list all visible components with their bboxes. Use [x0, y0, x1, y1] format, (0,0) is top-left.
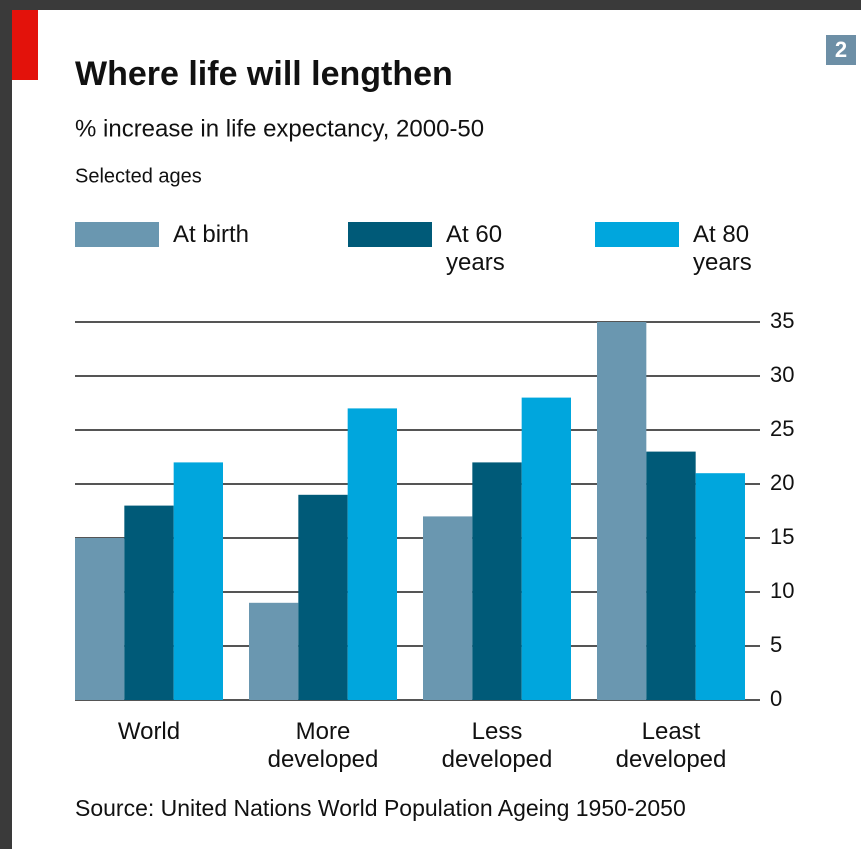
bar [646, 451, 696, 700]
y-tick-label: 5 [770, 632, 782, 657]
source: Source: United Nations World Population … [75, 795, 686, 821]
badge-box [826, 35, 856, 65]
bar [472, 462, 522, 700]
y-tick-label: 35 [770, 308, 794, 333]
y-tick-label: 30 [770, 362, 794, 387]
bar [695, 473, 745, 700]
bar [298, 494, 348, 700]
bar [347, 408, 397, 700]
x-tick-label: Less developed [441, 718, 553, 773]
chart-title: Where life will lengthen [75, 55, 453, 93]
bar [597, 322, 647, 700]
badge: 2 [835, 37, 847, 62]
y-tick-label: 0 [770, 686, 782, 711]
legend-label: At 60 years [446, 221, 505, 276]
legend-label: At birth [173, 221, 250, 248]
legend-label: At 80 years [693, 221, 752, 276]
x-tick-label: More developed [267, 718, 379, 773]
y-tick-label: 10 [770, 578, 794, 603]
bar [249, 602, 299, 700]
bar [75, 538, 125, 700]
bar [173, 462, 223, 700]
note: Selected ages [75, 165, 202, 187]
subtitle: % increase in life expectancy, 2000-50 [75, 115, 484, 142]
y-tick-label: 15 [770, 524, 794, 549]
bar [124, 505, 174, 700]
red-tab [12, 10, 38, 80]
x-tick-label: World [117, 718, 181, 745]
y-tick-label: 25 [770, 416, 794, 441]
legend-swatch [595, 222, 679, 247]
x-tick-label: Least developed [615, 718, 727, 773]
bar [521, 397, 571, 700]
y-tick-label: 20 [770, 470, 794, 495]
legend-swatch [75, 222, 159, 247]
legend-swatch [348, 222, 432, 247]
bar [423, 516, 473, 700]
